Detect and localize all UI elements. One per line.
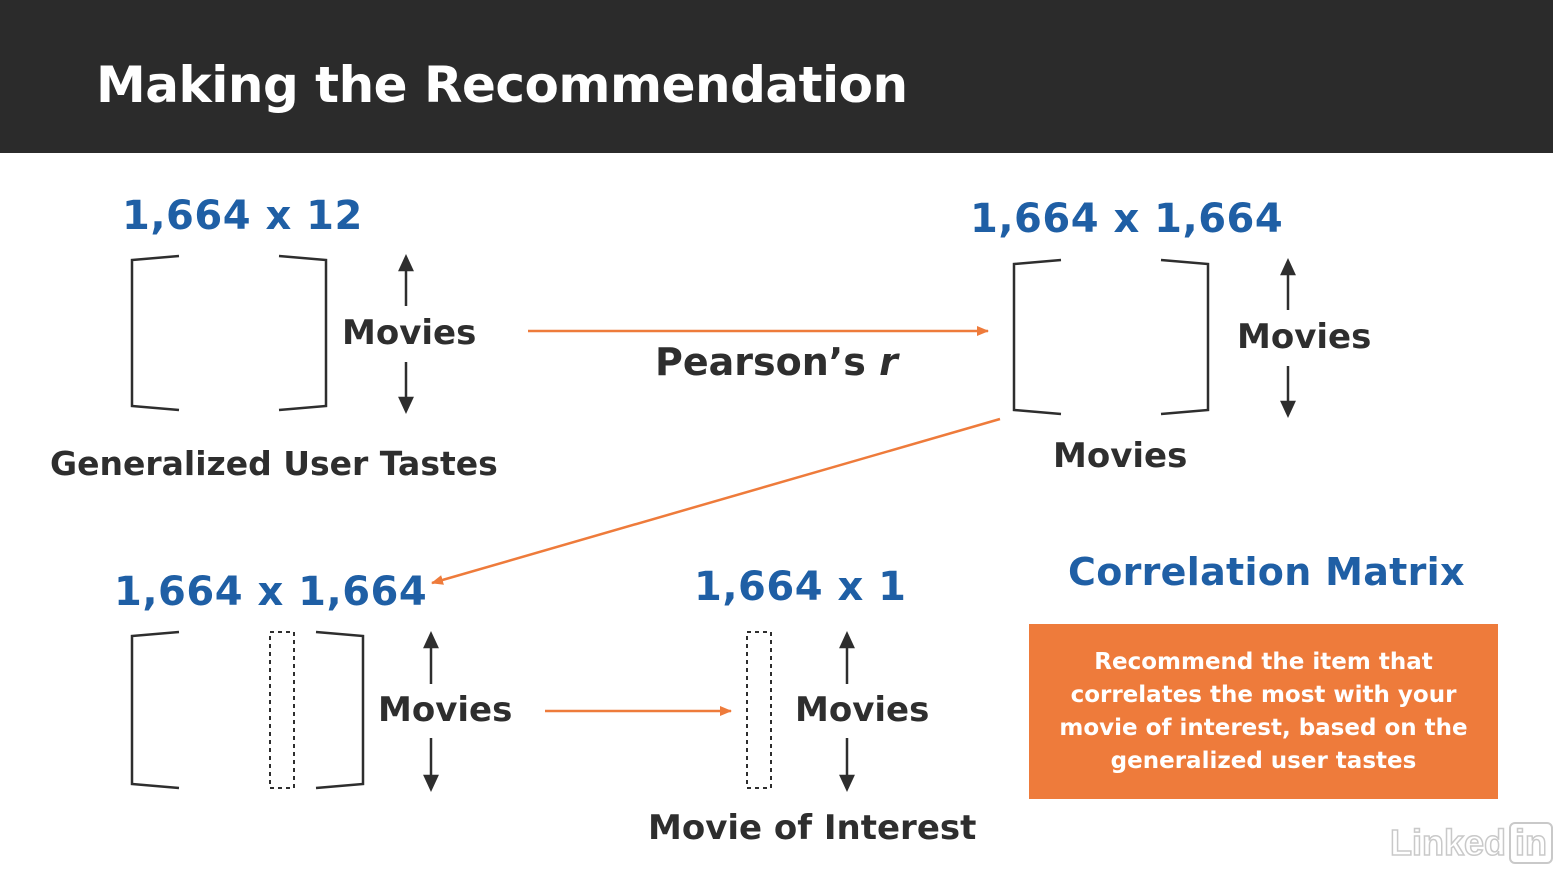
- pearson-label-text: Pearson’s: [655, 340, 866, 384]
- user-tastes-caption: Generalized User Tastes: [50, 444, 498, 483]
- pearson-label: Pearson’s r: [655, 340, 898, 384]
- linkedin-logo: Linked in: [1389, 821, 1553, 864]
- correlation-matrix-heading: Correlation Matrix: [1068, 550, 1465, 594]
- correlation-row-label: Movies: [1237, 317, 1372, 357]
- result-vector-dimensions: 1,664 x 1: [694, 564, 907, 610]
- recommendation-callout-text: Recommend the item that correlates the m…: [1059, 648, 1468, 774]
- selected-column-outline: [269, 631, 295, 789]
- user-tastes-row-label: Movies: [342, 313, 477, 353]
- correlation-column-label: Movies: [1053, 436, 1188, 476]
- result-vector-row-label: Movies: [795, 690, 930, 730]
- user-tastes-rows-arrow: [398, 254, 414, 414]
- linkedin-logo-in: in: [1509, 822, 1553, 864]
- recommendation-callout: Recommend the item that correlates the m…: [1029, 624, 1498, 799]
- result-vector-caption: Movie of Interest: [648, 808, 977, 848]
- slide-title: Making the Recommendation: [96, 56, 908, 114]
- result-vector-outline: [746, 631, 772, 789]
- title-bar: Making the Recommendation: [0, 0, 1553, 153]
- select-column-arrow: [431, 417, 1001, 585]
- linkedin-logo-text: Linked: [1389, 821, 1507, 864]
- user-tastes-matrix-bracket: [130, 254, 328, 412]
- correlation-rows-arrow: [1280, 258, 1296, 418]
- selected-matrix-rows-arrow: [423, 631, 439, 792]
- correlation-matrix-bracket: [1012, 258, 1210, 416]
- selected-matrix-row-label: Movies: [378, 690, 513, 730]
- pearson-label-variable: r: [879, 340, 898, 384]
- selected-matrix-dimensions: 1,664 x 1,664: [114, 569, 428, 615]
- selected-matrix-bracket: [130, 630, 365, 790]
- user-tastes-dimensions: 1,664 x 12: [122, 193, 363, 239]
- correlation-matrix-dimensions: 1,664 x 1,664: [970, 196, 1284, 242]
- result-vector-rows-arrow: [839, 631, 855, 792]
